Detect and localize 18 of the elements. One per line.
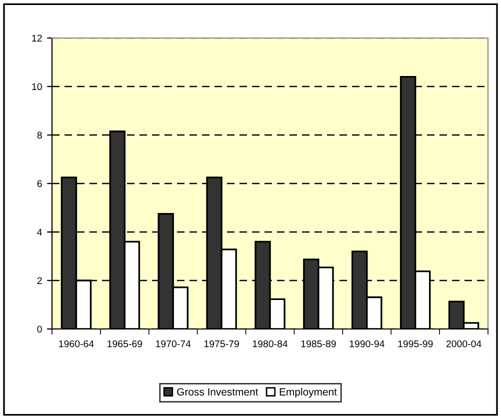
y-tick-label: 0 — [37, 326, 42, 333]
legend-label: Gross Investment — [177, 388, 258, 396]
legend-label: Employment — [280, 388, 337, 398]
y-tick-label: 12 — [32, 34, 42, 42]
x-tick-label: 1985-89 — [301, 340, 336, 348]
x-tick-label: 1975-79 — [204, 340, 239, 348]
x-tick-label: 1995-99 — [398, 340, 433, 348]
x-tick-label: 1960-64 — [59, 340, 94, 348]
x-tick-label: 2000-04 — [446, 340, 482, 348]
y-tick-label: 2 — [37, 277, 42, 284]
x-tick-label: 1990-94 — [350, 340, 384, 348]
y-tick-label: 8 — [37, 132, 42, 139]
y-tick-label: 10 — [32, 83, 42, 90]
x-tick-label: 1965-69 — [108, 340, 142, 348]
y-tick-label: 4 — [37, 228, 42, 236]
y-tick-label: 6 — [37, 180, 42, 188]
x-tick-label: 1970-74 — [156, 340, 191, 348]
x-tick-label: 1980-84 — [252, 340, 288, 348]
